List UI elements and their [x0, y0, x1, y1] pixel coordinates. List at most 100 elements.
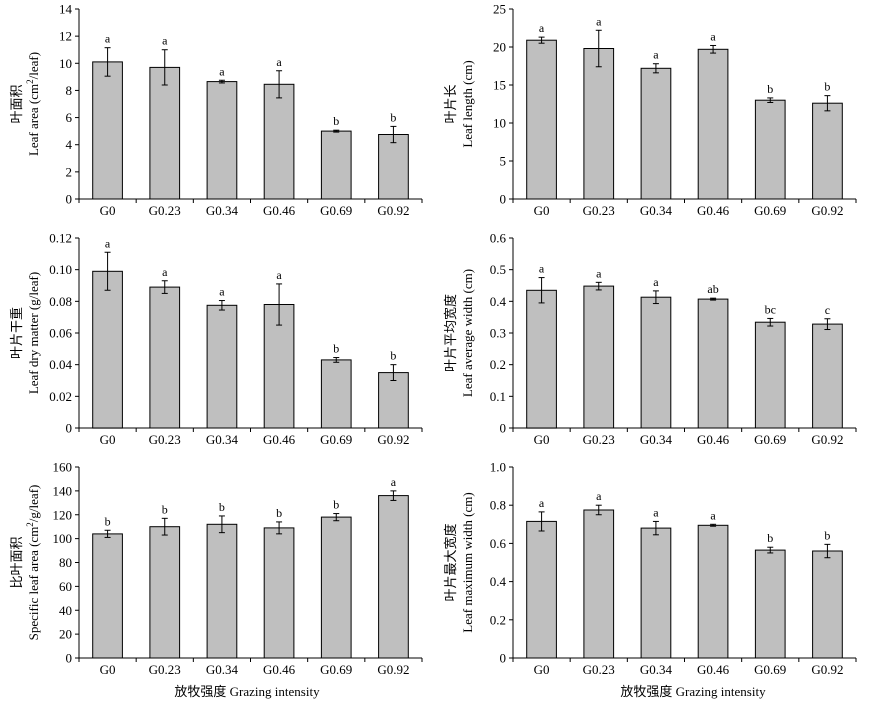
- significance-letter-G0.69: b: [333, 342, 339, 356]
- significance-letter-G0.69: b: [767, 82, 773, 96]
- x-tick-label-G0: G0: [534, 432, 550, 447]
- error-bar-G0: [104, 529, 111, 538]
- significance-letter-G0.34: a: [219, 285, 225, 299]
- y-tick-label: 10: [59, 56, 72, 71]
- y-axis-title-en-part: Leaf dry matter (g/leaf): [26, 272, 41, 394]
- x-tick-label-G0.69: G0.69: [754, 662, 786, 677]
- y-axis-title-en: Leaf dry matter (g/leaf): [26, 272, 41, 394]
- y-tick-label: 0.1: [490, 389, 506, 404]
- x-tick-label-G0.69: G0.69: [754, 432, 786, 447]
- y-tick-label: 0.6: [490, 231, 507, 246]
- significance-letter-G0.23: a: [162, 265, 168, 279]
- y-axis-title-en: Leaf maximum width (cm): [460, 492, 475, 632]
- y-tick-label: 80: [59, 555, 72, 570]
- significance-letter-G0.34: a: [653, 48, 659, 62]
- x-tick-label-G0.92: G0.92: [811, 662, 843, 677]
- y-axis-title-cn: 叶片最大宽度: [443, 523, 458, 601]
- bar-G0.34: [206, 523, 238, 659]
- chart-panel-4: a a a ab bc c 0 0.1 0.2 0.3 0.4 0.5 0.6 G0 G0.23 G0.34 G…: [443, 231, 857, 447]
- error-bar-G0.69: [767, 97, 774, 103]
- error-bar-G0.46: [710, 297, 717, 301]
- x-tick-label-G0.23: G0.23: [149, 203, 181, 218]
- bar-G0.46: [697, 524, 729, 659]
- significance-letter-G0.92: b: [824, 80, 830, 94]
- y-axis-title-en-superscript: 2: [25, 79, 35, 84]
- x-tick-label-G0.34: G0.34: [640, 432, 673, 447]
- x-tick-label-G0: G0: [534, 203, 550, 218]
- x-axis-title-right: 放牧强度 Grazing intensity: [620, 684, 766, 699]
- significance-letter-G0.34: a: [653, 505, 659, 519]
- y-tick-label: 140: [53, 483, 73, 498]
- bar-G0.34: [640, 296, 672, 429]
- error-bar-G0.46: [710, 523, 717, 527]
- bar-G0.92: [378, 495, 409, 659]
- bar-G0.34: [640, 527, 672, 659]
- significance-letter-G0.23: a: [596, 266, 602, 280]
- error-bar-G0.46: [276, 283, 283, 326]
- y-tick-label: 20: [59, 627, 72, 642]
- error-bar-G0.34: [652, 520, 659, 536]
- y-tick-label: 0.06: [49, 326, 72, 341]
- error-bar-G0.34: [218, 515, 225, 534]
- y-axis-title-cn: 比叶面积: [9, 536, 24, 588]
- y-tick-label: 4: [66, 137, 73, 152]
- y-tick-label: 40: [59, 603, 72, 618]
- y-axis-title-en: Leaf length (cm): [460, 60, 475, 147]
- error-bar-G0.46: [276, 70, 283, 99]
- chart-panel-5: b b b b b a 0 20 40 60 80 100 120 140 160 G0 G0.23 G0.34 G…: [9, 460, 423, 677]
- y-axis-title-en-part: /g/leaf): [26, 485, 41, 523]
- y-tick-label: 60: [59, 579, 72, 594]
- bar-G0.69: [754, 549, 786, 659]
- significance-letter-G0.23: b: [162, 502, 168, 516]
- y-tick-label: 0.02: [49, 389, 72, 404]
- error-bar-G0.23: [161, 517, 168, 536]
- bar-G0.46: [697, 48, 729, 200]
- significance-letter-G0.92: b: [390, 110, 396, 124]
- y-axis-title-en-part: Leaf average width (cm): [460, 269, 475, 397]
- x-tick-label-G0.92: G0.92: [811, 203, 843, 218]
- chart-panel-2: a a a a b b 0 5 10 15 20 25 G0 G0.23 G0.34 G0.46 G0.69 G0…: [443, 2, 857, 218]
- y-tick-label: 0: [500, 651, 507, 666]
- y-axis-title-en: Leaf average width (cm): [460, 269, 475, 397]
- significance-letter-G0.46: a: [710, 30, 716, 44]
- error-bar-G0.23: [161, 49, 168, 86]
- error-bar-G0.46: [276, 521, 283, 535]
- significance-letter-G0: a: [539, 496, 545, 510]
- y-tick-label: 1.0: [490, 460, 506, 475]
- y-tick-label: 120: [53, 507, 73, 522]
- y-tick-label: 0: [500, 421, 507, 436]
- chart-panel-6: a a a a b b 0 0.2 0.4 0.6 0.8 1.0 G0 G0.23 G0.34 G0.46 G…: [443, 460, 857, 677]
- error-bar-G0.69: [333, 513, 340, 522]
- error-bar-G0.23: [595, 281, 602, 291]
- y-axis-title-cn: 叶片平均宽度: [443, 294, 458, 372]
- bar-G0.69: [320, 516, 352, 659]
- y-tick-label: 0: [500, 192, 507, 207]
- bar-G0.23: [583, 48, 615, 200]
- x-tick-label-G0.23: G0.23: [583, 432, 615, 447]
- x-tick-label-G0.34: G0.34: [640, 203, 673, 218]
- error-bar-G0.34: [652, 290, 659, 305]
- y-tick-label: 0: [66, 421, 73, 436]
- y-axis-title-en: Specific leaf area (cm2/g/leaf): [25, 485, 41, 641]
- significance-letter-G0.23: a: [596, 14, 602, 28]
- x-tick-label-G0.46: G0.46: [263, 203, 296, 218]
- bar-G0.92: [812, 550, 843, 659]
- bar-G0.92: [812, 323, 843, 429]
- error-bar-G0.34: [652, 63, 659, 74]
- y-tick-label: 0: [66, 192, 73, 207]
- y-tick-label: 100: [53, 531, 73, 546]
- significance-letter-G0.34: b: [219, 500, 225, 514]
- bar-G0.23: [149, 66, 181, 200]
- significance-letter-G0.69: b: [767, 531, 773, 545]
- error-bar-G0.92: [824, 318, 831, 331]
- y-tick-label: 8: [66, 83, 73, 98]
- error-bar-G0.92: [390, 490, 397, 501]
- x-tick-label-G0.23: G0.23: [583, 203, 615, 218]
- y-tick-label: 0.2: [490, 357, 506, 372]
- x-tick-label-G0.34: G0.34: [640, 662, 673, 677]
- significance-letter-G0.92: b: [824, 528, 830, 542]
- y-axis-title-en-part: Leaf maximum width (cm): [460, 492, 475, 632]
- bar-G0: [526, 39, 557, 200]
- significance-letter-G0: a: [539, 21, 545, 35]
